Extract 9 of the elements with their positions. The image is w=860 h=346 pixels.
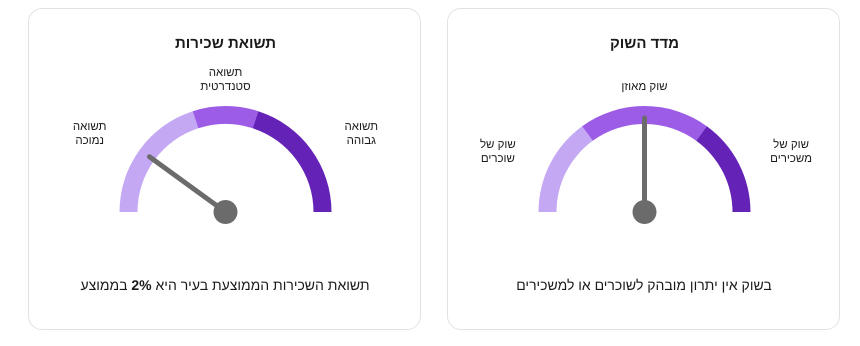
text: בשוק אין יתרון מובהק לשוכרים או למשכירים (515, 277, 773, 294)
chart-title: מדד השוק (608, 35, 680, 52)
slice-label: שוק של שוכרים (478, 138, 517, 166)
slice-label: תשואה גבוהה (343, 120, 380, 148)
slice-label: שוק של משכירים (769, 138, 814, 166)
slice-label: תשואה נמוכה (72, 120, 108, 148)
slice-label: שוק מאוזן (620, 80, 669, 94)
chart-title: תשואת שכירות (174, 35, 278, 52)
slice-label: תשואה סטנדרטית (199, 66, 252, 94)
